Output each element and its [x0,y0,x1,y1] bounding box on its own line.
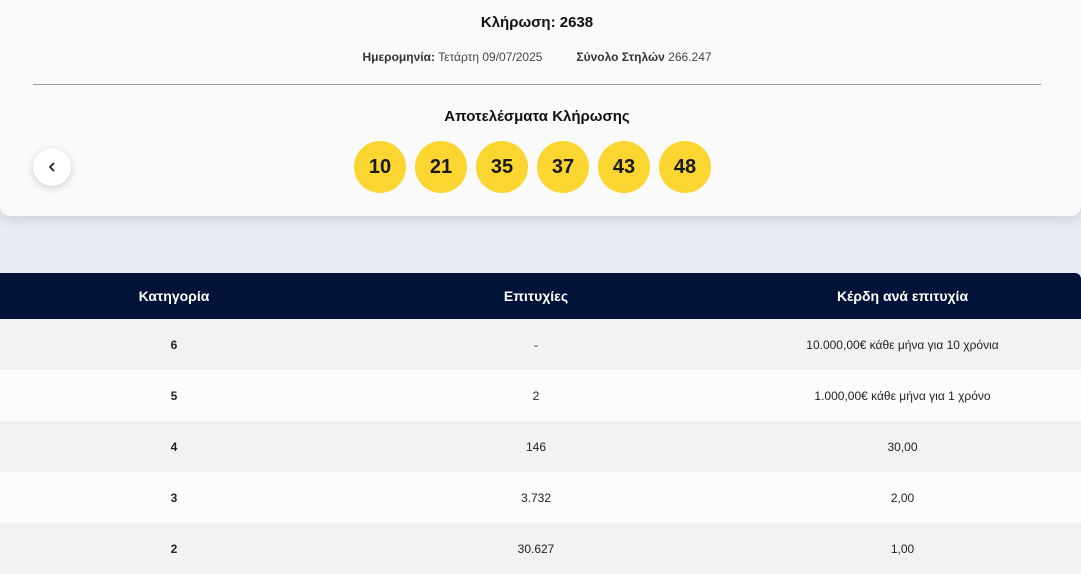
cell-winners: 2 [532,388,540,403]
draw-columns: Σύνολο Στηλών 266.247 [576,50,711,64]
cell-prize: 2,00 [890,490,915,505]
table-header: Κατηγορία Επιτυχίες Κέρδη ανά επιτυχία [0,273,1081,319]
chevron-left-icon [49,162,55,172]
draw-columns-label: Σύνολο Στηλών [576,50,665,64]
draw-date: Ημερομηνία: Τετάρτη 09/07/2025 [362,50,542,64]
draw-meta: Ημερομηνία: Τετάρτη 09/07/2025 Σύνολο Στ… [0,50,1074,64]
results-title: Αποτελέσματα Κλήρωσης [444,108,630,125]
cell-prize: 1.000,00€ κάθε μήνα για 1 χρόνο [814,388,991,403]
cell-winners: 3.732 [520,490,552,505]
number-ball: 21 [415,141,467,193]
number-ball: 35 [476,141,528,193]
draw-columns-value: 266.247 [668,50,712,64]
draw-date-label: Ημερομηνία: [362,50,435,64]
cell-winners: 30.627 [517,541,555,556]
header-category: Κατηγορία [138,288,210,304]
cell-prize: 1,00 [890,541,915,556]
winning-numbers: 10 21 35 37 43 48 [354,141,711,193]
number-ball: 10 [354,141,406,193]
cell-category: 5 [170,388,178,403]
divider [33,84,1041,85]
number-ball: 43 [598,141,650,193]
number-ball: 48 [659,141,711,193]
cell-category: 4 [170,439,178,454]
table-row: 4 146 30,00 [0,421,1081,472]
cell-prize: 30,00 [887,439,918,454]
table-body: 6 - 10.000,00€ κάθε μήνα για 10 χρόνια 5… [0,319,1081,574]
cell-winners: 146 [525,439,547,454]
previous-draw-button[interactable] [33,148,71,186]
prize-table: Κατηγορία Επιτυχίες Κέρδη ανά επιτυχία 6… [0,273,1081,574]
draw-date-value: Τετάρτη 09/07/2025 [438,50,543,64]
cell-prize: 10.000,00€ κάθε μήνα για 10 χρόνια [806,337,999,352]
cell-category: 2 [170,541,178,556]
table-row: 5 2 1.000,00€ κάθε μήνα για 1 χρόνο [0,370,1081,421]
table-row: 6 - 10.000,00€ κάθε μήνα για 10 χρόνια [0,319,1081,370]
cell-winners: - [534,337,538,352]
draw-title: Κλήρωση: 2638 [480,14,594,31]
cell-category: 6 [170,337,178,352]
table-row: 2 30.627 1,00 [0,523,1081,574]
draw-card: Κλήρωση: 2638 Ημερομηνία: Τετάρτη 09/07/… [0,0,1081,216]
cell-category: 3 [170,490,178,505]
table-row: 3 3.732 2,00 [0,472,1081,523]
header-prize: Κέρδη ανά επιτυχία [836,288,969,304]
number-ball: 37 [537,141,589,193]
header-winners: Επιτυχίες [503,288,569,304]
